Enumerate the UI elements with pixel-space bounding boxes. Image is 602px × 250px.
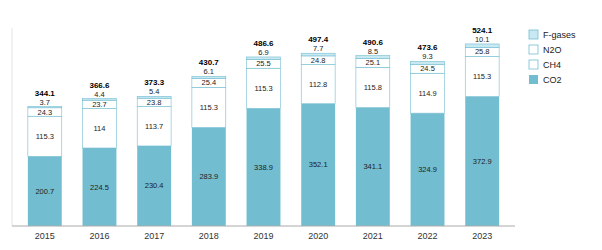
total-label: 430.7 — [199, 58, 220, 67]
y-axis-line — [12, 28, 13, 226]
data-label: 23.8 — [147, 98, 162, 107]
bar-segment — [137, 98, 171, 106]
x-tick-label: 2022 — [418, 231, 438, 241]
bar-segment — [356, 67, 390, 107]
data-label: 338.9 — [254, 163, 273, 172]
bar-segment — [28, 156, 62, 226]
bar-segment — [356, 108, 390, 226]
legend-label: F-gases — [543, 30, 576, 40]
bar-segment — [247, 108, 281, 226]
x-tick-label: 2021 — [363, 231, 383, 241]
data-label: 25.4 — [202, 78, 217, 87]
data-label: 324.9 — [418, 165, 437, 174]
bar-segment — [465, 96, 499, 226]
x-tick-label: 2018 — [199, 231, 219, 241]
data-label: 25.8 — [475, 47, 490, 56]
bar-segment — [28, 108, 62, 116]
bar-segment — [411, 65, 445, 74]
data-label: 24.3 — [37, 108, 52, 117]
bar-segment — [192, 79, 226, 88]
data-label: 23.7 — [92, 100, 107, 109]
legend-swatch — [529, 60, 538, 69]
data-label: 115.8 — [364, 83, 382, 92]
total-label: 473.6 — [418, 43, 439, 52]
bar-segment — [247, 68, 281, 108]
x-tick-label: 2015 — [35, 231, 55, 241]
x-tick-label: 2016 — [89, 231, 109, 241]
data-label: 200.7 — [35, 187, 54, 196]
data-label: 115.3 — [254, 84, 272, 93]
total-label: 490.6 — [363, 38, 384, 47]
data-label: 10.1 — [475, 35, 490, 44]
data-label: 7.7 — [313, 44, 323, 53]
data-label: 3.7 — [40, 98, 50, 107]
legend-swatch — [529, 30, 538, 39]
total-label: 373.3 — [144, 78, 165, 87]
x-axis-line — [12, 226, 515, 227]
data-label: 25.1 — [366, 58, 381, 67]
bar-segment — [83, 108, 117, 148]
x-tick-label: 2019 — [253, 231, 273, 241]
total-label: 344.1 — [35, 89, 56, 98]
x-tick-label: 2023 — [472, 231, 492, 241]
data-label: 230.4 — [145, 181, 164, 190]
legend-swatch — [529, 45, 538, 54]
bar-segment — [465, 56, 499, 96]
bars — [28, 44, 499, 226]
bar-segment — [192, 127, 226, 226]
data-label: 6.1 — [204, 67, 214, 76]
legend-label: CO2 — [543, 75, 562, 85]
bar-segment — [137, 106, 171, 145]
data-label: 8.5 — [368, 47, 378, 56]
legend-label: CH4 — [543, 60, 561, 70]
bar-segment — [137, 146, 171, 226]
x-tick-label: 2017 — [144, 231, 164, 241]
bar-segment — [301, 56, 335, 65]
bar-segment — [192, 87, 226, 127]
bar-segment — [28, 116, 62, 156]
data-label: 115.3 — [473, 72, 491, 81]
bar-segment — [83, 100, 117, 108]
data-label: 283.9 — [199, 172, 218, 181]
bar-segment — [301, 104, 335, 226]
data-label: 372.9 — [473, 157, 492, 166]
bar-segment — [247, 59, 281, 68]
data-label: 224.5 — [90, 183, 109, 192]
bar-segment — [301, 65, 335, 104]
data-label: 25.5 — [256, 59, 271, 68]
legend-swatch — [529, 75, 538, 84]
data-label: 4.4 — [94, 90, 104, 99]
bar-segment — [356, 59, 390, 68]
total-label: 497.4 — [308, 35, 329, 44]
data-label: 115.3 — [200, 103, 218, 112]
data-label: 9.3 — [422, 52, 432, 61]
data-label: 341.1 — [363, 162, 382, 171]
legend: F-gases N2O CH4 CO2 — [529, 30, 576, 85]
data-label: 24.5 — [420, 64, 435, 73]
bar-segment — [411, 113, 445, 226]
legend-label: N2O — [543, 45, 562, 55]
data-label: 24.8 — [311, 56, 326, 65]
data-labels: 200.7 115.3 24.33.7344.1 224.5 114 23.74.4366… — [35, 26, 493, 196]
total-label: 486.6 — [253, 39, 274, 48]
data-label: 5.4 — [149, 87, 159, 96]
total-label: 524.1 — [472, 26, 493, 35]
data-label: 352.1 — [309, 160, 328, 169]
bar-segment — [465, 47, 499, 56]
x-tick-label: 2020 — [308, 231, 328, 241]
chart: 200.7 115.3 24.33.7344.1 224.5 114 23.74.4366… — [0, 0, 602, 250]
data-label: 112.8 — [309, 80, 327, 89]
total-label: 366.6 — [89, 81, 110, 90]
data-label: 115.3 — [36, 132, 54, 141]
data-label: 6.9 — [258, 48, 268, 57]
data-label: 114 — [93, 124, 105, 133]
data-label: 114.9 — [418, 89, 436, 98]
data-label: 113.7 — [145, 122, 163, 131]
bar-segment — [411, 73, 445, 113]
bar-segment — [83, 148, 117, 226]
